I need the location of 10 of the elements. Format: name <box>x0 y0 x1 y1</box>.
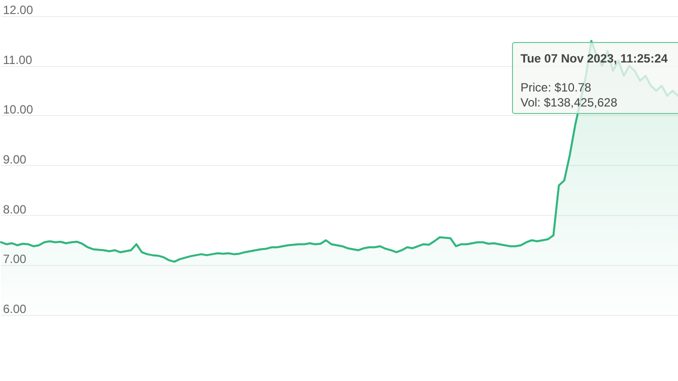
y-tick-label: 7.00 <box>3 252 27 266</box>
y-tick-label: 6.00 <box>3 302 27 316</box>
annotation: Price: $10.78 <box>520 80 592 94</box>
y-tick-label: 8.00 <box>3 202 27 216</box>
annotation: Vol: $138,425,628 <box>520 96 618 110</box>
y-tick-label: 11.00 <box>3 52 32 67</box>
y-tick-label: 12.00 <box>3 3 34 17</box>
y-tick-label: 9.00 <box>3 152 27 166</box>
y-tick-label: 10.00 <box>3 102 34 117</box>
annotation: Tue 07 Nov 2023, 11:25:24 <box>520 52 668 66</box>
